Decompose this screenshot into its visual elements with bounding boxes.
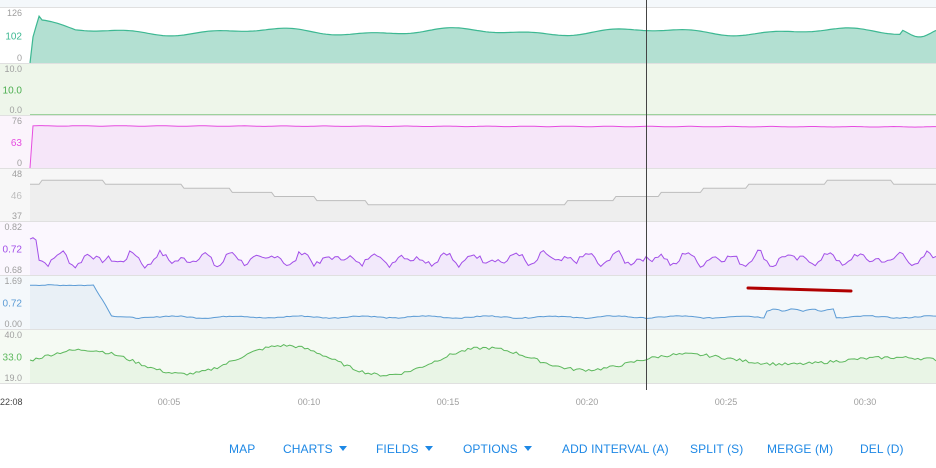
y-axis-min-label: 0 <box>17 53 22 63</box>
y-axis-current-label: 0.72 <box>3 299 23 310</box>
x-axis-tick-label: 00:20 <box>576 397 599 407</box>
merge-label: MERGE (M) <box>767 442 834 456</box>
map-label: MAP <box>229 442 256 456</box>
y-axis-max-label: 48 <box>12 169 22 179</box>
x-axis-tick-label: 00:15 <box>437 397 460 407</box>
fields-label: FIELDS <box>376 442 419 456</box>
add-interval-label: ADD INTERVAL (A) <box>562 442 669 456</box>
charts-canvas[interactable]: 126102010.010.00.0766304846370.820.720.6… <box>0 0 936 410</box>
fields-menu-button[interactable]: FIELDS <box>376 430 433 459</box>
chevron-down-icon <box>338 446 347 452</box>
x-axis-start-label: 22:08 <box>0 397 23 407</box>
delete-button[interactable]: DEL (D) <box>860 430 904 459</box>
add-interval-button[interactable]: ADD INTERVAL (A) <box>562 430 669 459</box>
partial-lane-background <box>0 0 936 7</box>
y-axis-max-label: 76 <box>12 116 22 126</box>
x-axis-tick-label: 00:25 <box>715 397 738 407</box>
options-menu-button[interactable]: OPTIONS <box>463 430 532 459</box>
x-axis-tick-label: 00:10 <box>298 397 321 407</box>
options-label: OPTIONS <box>463 442 518 456</box>
split-label: SPLIT (S) <box>690 442 744 456</box>
y-axis-current-label: 0.72 <box>3 245 23 256</box>
y-axis-min-label: 0 <box>17 158 22 168</box>
map-button[interactable]: MAP <box>229 430 255 459</box>
y-axis-min-label: 0.68 <box>4 265 22 275</box>
merge-button[interactable]: MERGE (M) <box>767 430 833 459</box>
y-axis-min-label: 19.0 <box>4 373 22 383</box>
y-axis-max-label: 126 <box>7 8 22 18</box>
split-button[interactable]: SPLIT (S) <box>690 430 743 459</box>
y-axis-current-label: 102 <box>5 32 22 43</box>
charts-menu-button[interactable]: CHARTS <box>283 430 347 459</box>
bottom-toolbar: MAP CHARTS FIELDS OPTIONS ADD INTERVAL (… <box>0 430 936 459</box>
chart-stack[interactable]: 126 102 0 10.0 10.0 0.0 76 63 0 48 46 37 0.82 0.72 0.6… <box>0 0 936 410</box>
y-axis-current-label: 10.0 <box>3 86 23 97</box>
y-axis-max-label: 40.0 <box>4 330 22 340</box>
series-line <box>29 125 936 169</box>
y-axis-current-label: 46 <box>11 191 23 202</box>
y-axis-current-label: 63 <box>11 138 23 149</box>
series-line <box>29 14 936 64</box>
series-area <box>30 16 936 63</box>
series-area <box>30 180 936 221</box>
series-line <box>30 179 936 206</box>
y-axis-min-label: 0.00 <box>4 319 22 329</box>
series-area <box>30 125 936 168</box>
x-axis-tick-label: 00:30 <box>854 397 877 407</box>
delete-label: DEL (D) <box>860 442 904 456</box>
series-line <box>29 344 936 377</box>
y-axis-max-label: 10.0 <box>4 64 22 74</box>
series-area <box>30 237 936 275</box>
y-axis-max-label: 1.69 <box>4 276 22 286</box>
series-area <box>30 344 936 383</box>
series-line <box>29 237 936 269</box>
charts-label: CHARTS <box>283 442 333 456</box>
y-axis-min-label: 0.0 <box>9 105 22 115</box>
lane-background <box>0 64 936 115</box>
selection-marker <box>746 286 853 293</box>
chevron-down-icon <box>523 446 532 452</box>
chevron-down-icon <box>424 446 433 452</box>
y-axis-current-label: 33.0 <box>3 353 23 364</box>
x-axis-tick-label: 00:05 <box>158 397 181 407</box>
series-line <box>29 284 936 320</box>
y-axis-max-label: 0.82 <box>4 222 22 232</box>
y-axis-min-label: 37 <box>12 211 22 221</box>
